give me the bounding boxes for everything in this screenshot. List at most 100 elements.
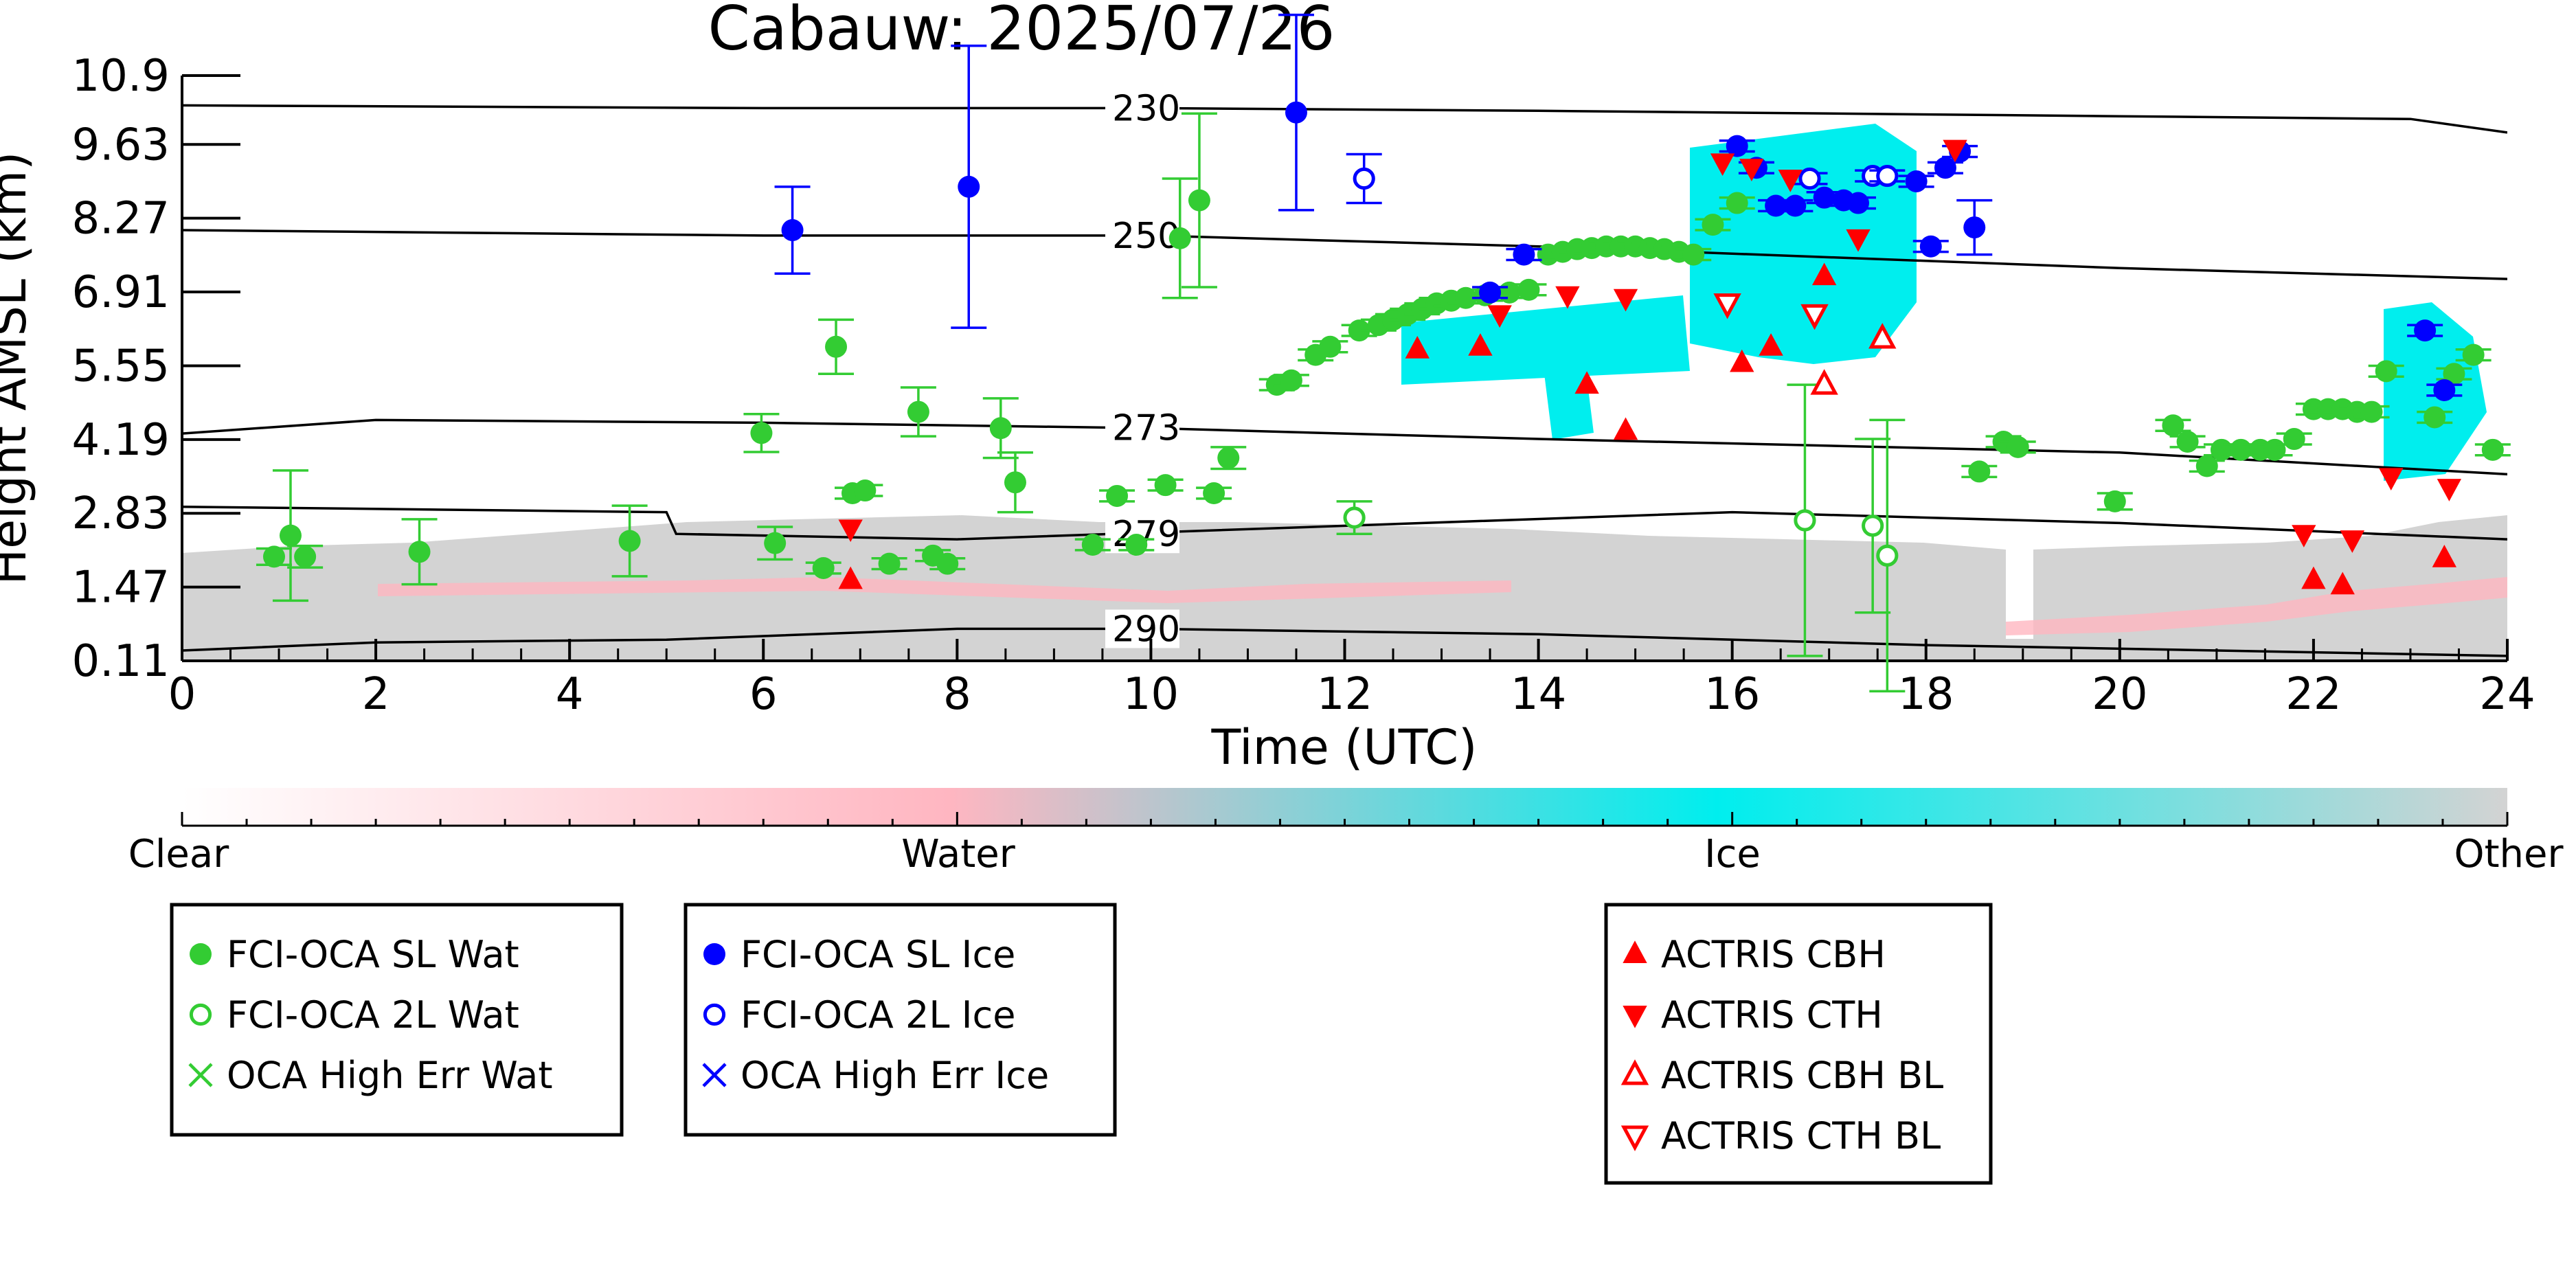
data-point [838,566,863,589]
phase-colorbar: Clear Water Ice Other [128,788,2564,877]
phase-ice-layer-2 [1690,124,1917,364]
isotherm-label-250: 250 [1112,216,1180,257]
legend-marker-actris-cbh-bl [1620,1059,1649,1085]
data-point [2379,468,2404,491]
isotherm-line-273 [182,418,2507,476]
series-actris-cbh-bl [1810,323,1897,395]
data-point [2283,428,2305,451]
data-point [2360,400,2383,423]
data-point [1765,194,1787,217]
data-point [1405,336,1430,359]
x-tick-label: 16 [1704,669,1760,720]
data-point [2103,490,2126,512]
marker-layer [256,13,2511,692]
data-point [2301,566,2326,589]
data-point [2007,436,2029,458]
data-point [2437,479,2462,501]
data-point [2292,525,2316,547]
y-tick-label: 0.11 [72,636,170,687]
legend-marker-actris-cth-bl [1620,1125,1649,1151]
data-point [2424,406,2446,429]
data-point [2330,572,2355,595]
y-tick-label: 10.9 [72,51,170,102]
legend-label-oca-high-err-wat: OCA High Err Wat [227,1054,553,1097]
data-point [2443,363,2465,385]
data-point [1154,474,1177,497]
x-tick-label: 8 [943,669,971,720]
data-point [1798,167,1821,190]
data-point [1468,333,1493,356]
isotherm-label-230: 230 [1112,88,1180,129]
legend-box-1: FCI-OCA SL Wat FCI-OCA 2L Wat OCA High Err… [170,903,624,1137]
phase-ice-layer-3 [1539,323,1594,440]
x-tick-label: 20 [2092,669,2147,720]
data-point [2162,414,2184,437]
data-point [907,400,929,423]
data-point [2462,343,2485,366]
data-point [1905,170,1928,192]
data-point [1319,335,1342,358]
isotherm-label-bg [1105,408,1179,447]
series-actris-cth [838,139,2462,553]
series-fci-oca-2l-wat [1336,383,1906,692]
data-point [279,524,302,547]
legend-marker-fci-oca-2l-wat [189,1003,212,1026]
data-point [1934,157,1956,179]
series-fci-oca-2l-ice [1346,152,1906,205]
data-point [1919,235,1942,258]
legend-label-fci-oca-sl-ice: FCI-OCA SL Ice [741,933,1015,976]
data-point [1004,471,1026,494]
data-point [2263,438,2286,461]
data-point [2481,438,2504,461]
x-tick-label: 12 [1317,669,1372,720]
legend-label-actris-cth-bl: ACTRIS CTH BL [1661,1114,1941,1157]
data-point [1739,159,1764,181]
colorbar-label-water: Water [901,832,1016,877]
data-point [1702,214,1724,236]
legend-frame [683,903,1117,1137]
data-point [1125,534,1148,556]
isotherm-line-230 [182,104,2507,134]
y-axis-label: Height AMSL (km) [0,152,37,585]
data-point [838,519,863,543]
isotherm-label-bg [1105,609,1179,648]
legend-marker-oca-high-err-ice [702,1063,727,1087]
chart-title: Cabauw: 2025/07/26 [708,0,1335,64]
data-point [1487,305,1512,328]
isotherm-label-bg [1105,216,1179,255]
data-point [1847,192,1870,214]
series-fci-oca-sl-wat [256,112,2511,602]
isotherm-line-290 [182,627,2507,657]
data-point [618,530,641,552]
colorbar-label-other: Other [2454,832,2564,877]
data-point [1876,164,1899,188]
x-tick-label: 10 [1123,669,1179,720]
legend-box-2: FCI-OCA SL Ice FCI-OCA 2L Ice OCA High Err… [683,903,1117,1137]
series-fci-oca-sl-ice [774,13,2463,401]
data-point [1168,227,1191,249]
data-point [1784,194,1807,217]
data-point [2176,430,2199,453]
x-tick-label: 6 [749,669,778,720]
y-tick-label: 5.55 [72,341,170,392]
data-point [1726,192,1748,214]
data-point [854,479,877,502]
x-tick-layer: 0 2 4 6 8 10 12 14 16 18 20 22 24 [168,639,2535,720]
data-point [1343,506,1366,529]
data-point [1810,369,1838,395]
plot-axes: 0 2 4 6 8 10 12 14 16 18 20 22 24 10.99.638.276.915.… [72,51,2535,720]
data-point [1353,167,1375,190]
isotherm-label-290: 290 [1112,609,1180,650]
data-point [825,335,848,358]
legend-label-fci-oca-2l-wat: FCI-OCA 2L Wat [227,993,519,1037]
y-tick-label: 1.47 [72,563,170,613]
legend-layer: FCI-OCA SL Wat FCI-OCA 2L Wat OCA High Err… [170,903,1993,1185]
y-tick-label: 2.83 [72,488,170,539]
data-point [1846,229,1871,252]
data-point [1217,447,1240,469]
legend-marker-fci-oca-sl-wat [190,943,212,965]
legend-box-3: ACTRIS CBH ACTRIS CTH ACTRIS CBH BL ACTRIS … [1604,903,1993,1185]
legend-label-actris-cbh-bl: ACTRIS CBH BL [1661,1054,1943,1097]
data-point [1280,369,1302,392]
